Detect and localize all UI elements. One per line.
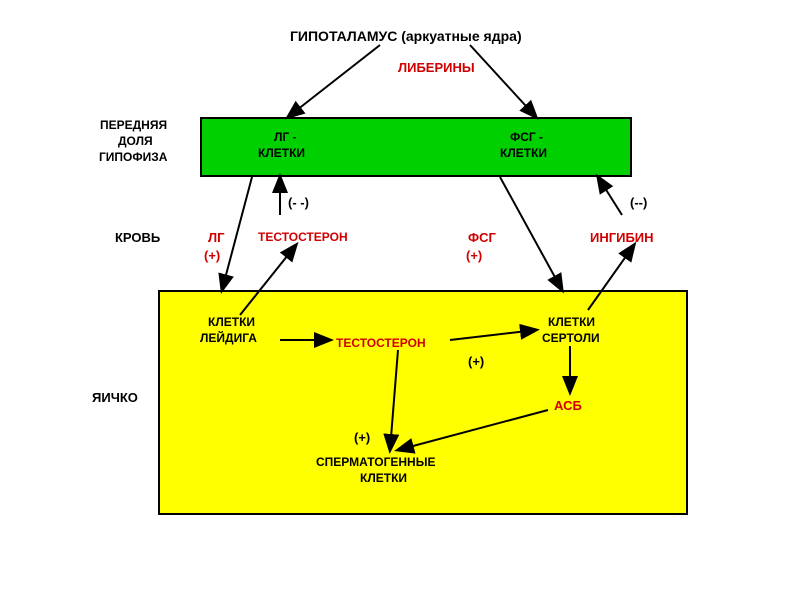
leydig-label-1: КЛЕТКИ [208, 315, 255, 329]
testosterone-up-label: ТЕСТОСТЕРОН [258, 230, 348, 244]
asb-label: АСБ [554, 398, 582, 413]
sperm-plus-label: (+) [354, 430, 370, 445]
pituitary-side-label-2: ДОЛЯ [118, 134, 153, 148]
sertoli-label-1: КЛЕТКИ [548, 315, 595, 329]
fsh-label: ФСГ [468, 230, 496, 245]
testosterone-mid-label: ТЕСТОСТЕРОН [336, 336, 426, 350]
inhibin-label: ИНГИБИН [590, 230, 654, 245]
testis-side-label: ЯИЧКО [92, 390, 138, 405]
sertoli-label-2: СЕРТОЛИ [542, 331, 600, 345]
fsh-cells-label-2: КЛЕТКИ [500, 146, 547, 160]
spermatogenic-label-2: КЛЕТКИ [360, 471, 407, 485]
pituitary-side-label-1: ПЕРЕДНЯЯ [100, 118, 167, 132]
hypothalamus-label: ГИПОТАЛАМУС (аркуатные ядра) [290, 28, 522, 44]
liberins-label: ЛИБЕРИНЫ [398, 60, 475, 75]
blood-label: КРОВЬ [115, 230, 160, 245]
lh-cells-label-1: ЛГ - [274, 130, 297, 144]
testosterone-plus-label: (+) [468, 354, 484, 369]
pituitary-side-label-3: ГИПОФИЗА [99, 150, 167, 164]
lh-cells-label-2: КЛЕТКИ [258, 146, 305, 160]
lh-label: ЛГ [208, 230, 225, 245]
lh-plus-label: (+) [204, 248, 220, 263]
fsh-cells-label-1: ФСГ - [510, 130, 543, 144]
spermatogenic-label-1: СПЕРМАТОГЕННЫЕ [316, 455, 435, 469]
leydig-label-2: ЛЕЙДИГА [200, 331, 257, 345]
negative-feedback-2: (--) [630, 195, 647, 210]
negative-feedback-1: (- -) [288, 195, 309, 210]
fsh-plus-label: (+) [466, 248, 482, 263]
